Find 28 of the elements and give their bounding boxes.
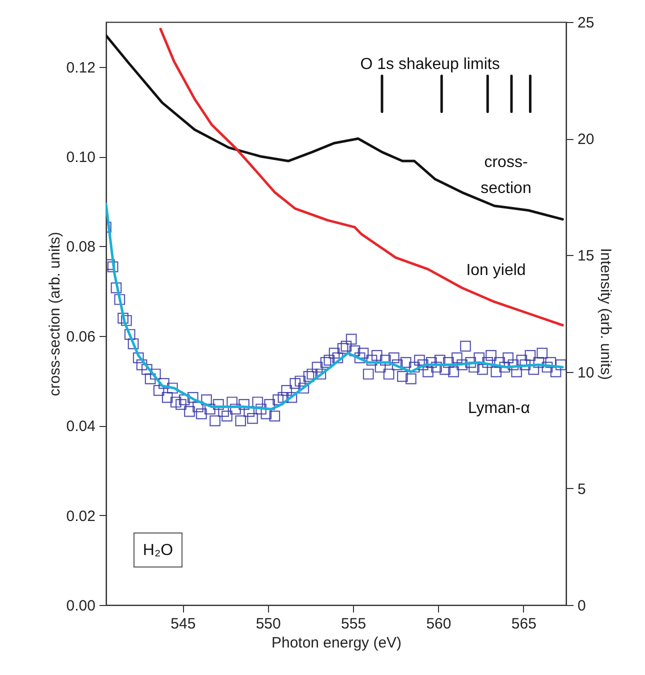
y-tick-label: 0.02 xyxy=(66,508,96,525)
x-tick-label: 560 xyxy=(426,616,452,632)
line-series xyxy=(106,34,564,221)
y2-tick-label: 15 xyxy=(578,248,594,265)
y-tick-label: 0.06 xyxy=(66,328,96,346)
y-tick-label: 0.12 xyxy=(66,59,96,76)
y-tick-label: 0.00 xyxy=(66,598,96,614)
y2-tick-label: 25 xyxy=(578,14,594,32)
y2-tick-label: 10 xyxy=(578,364,594,382)
y2-tick-label: 5 xyxy=(578,480,586,498)
y2-tick-label: 0 xyxy=(578,598,586,614)
series-label: Ion yield xyxy=(466,262,526,279)
y-axis-title: cross-section (arb. units) xyxy=(46,232,64,396)
y-tick-label: 0.04 xyxy=(66,418,96,436)
series-label: Lyman-α xyxy=(468,400,530,417)
line-series xyxy=(159,28,564,326)
y2-tick-label: 20 xyxy=(578,131,594,148)
x-tick-label: 545 xyxy=(170,616,196,632)
x-tick-label: 550 xyxy=(256,616,281,632)
x-tick-label: 565 xyxy=(511,616,536,632)
y-tick-label: 0.10 xyxy=(66,149,96,166)
annotation: H₂O xyxy=(142,542,174,559)
x-axis-title: Photon energy (eV) xyxy=(271,634,402,652)
y2-axis-title: Intensity (arb. units) xyxy=(597,248,614,380)
y-tick-label: 0.08 xyxy=(66,238,96,256)
series-label: cross-section xyxy=(480,154,532,197)
x-tick-label: 555 xyxy=(341,616,366,632)
annotation: O 1s shakeup limits xyxy=(360,56,500,73)
